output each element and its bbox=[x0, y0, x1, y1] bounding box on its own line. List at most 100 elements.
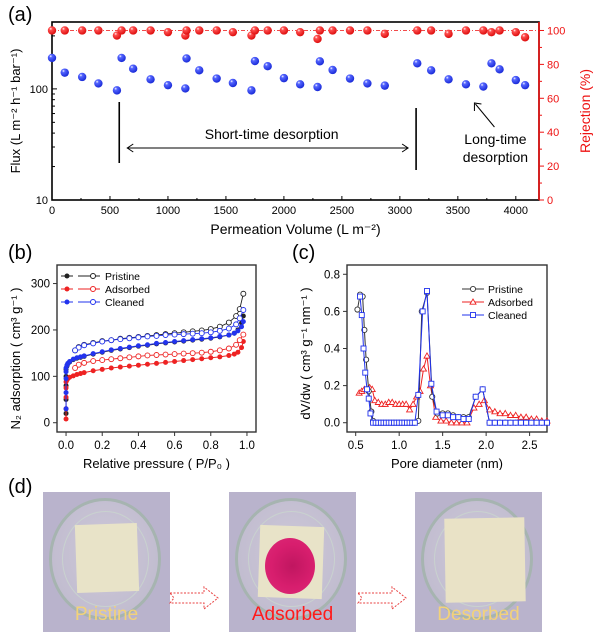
desorption-point bbox=[153, 352, 160, 358]
rejection-point bbox=[77, 26, 87, 35]
dye-stain bbox=[265, 538, 315, 594]
point-adsorbed bbox=[388, 398, 396, 405]
flux-point bbox=[228, 78, 238, 88]
flux-point bbox=[380, 81, 389, 90]
x-tick-label: 0.8 bbox=[203, 440, 219, 452]
adsorption-point bbox=[63, 416, 69, 422]
rejection-point bbox=[363, 26, 372, 35]
legend-marker bbox=[469, 298, 477, 305]
point-adsorbed bbox=[409, 400, 417, 407]
legend-marker bbox=[469, 285, 477, 293]
rejection-point bbox=[212, 26, 221, 35]
point-adsorbed bbox=[423, 352, 431, 359]
point-cleaned bbox=[433, 408, 440, 415]
legend-label: Pristine bbox=[105, 271, 140, 283]
flux-point bbox=[60, 68, 69, 77]
y-right-tick-label: 100 bbox=[547, 25, 565, 37]
rejection-point bbox=[146, 26, 155, 35]
adsorption-point bbox=[63, 376, 69, 382]
desorption-point bbox=[225, 325, 232, 332]
desorption-point bbox=[72, 347, 79, 354]
photo-caption: Pristine bbox=[74, 604, 139, 625]
desorption-point bbox=[236, 337, 243, 344]
flux-point bbox=[487, 59, 496, 68]
adsorption-point bbox=[217, 333, 223, 339]
adsorption-point bbox=[217, 354, 223, 360]
legend-marker-filled bbox=[64, 273, 70, 279]
flux-point bbox=[263, 62, 272, 71]
desorption-point bbox=[207, 348, 214, 355]
x-tick-label: 2500 bbox=[330, 205, 354, 217]
adsorption-point bbox=[226, 352, 232, 358]
desorption-point bbox=[180, 350, 187, 357]
legend-label: Cleaned bbox=[488, 310, 527, 322]
rejection-point bbox=[195, 26, 204, 35]
panel-label-a: (a) bbox=[8, 4, 33, 26]
y-tick-label: 0 bbox=[44, 418, 50, 430]
adsorption-point bbox=[231, 330, 237, 336]
point-cleaned bbox=[415, 391, 422, 398]
legend-marker-open bbox=[90, 273, 96, 279]
photo-adsorbed: Adsorbed bbox=[229, 492, 356, 632]
flux-point bbox=[195, 66, 204, 75]
point-adsorbed bbox=[491, 407, 499, 415]
rejection-point bbox=[295, 27, 305, 37]
adsorption-point bbox=[172, 358, 178, 364]
adsorption-point bbox=[63, 390, 69, 396]
pointer-arrow-head bbox=[473, 102, 482, 111]
adsorption-point bbox=[67, 358, 73, 364]
rejection-point bbox=[279, 26, 289, 35]
x-tick-label: 0.4 bbox=[130, 440, 147, 452]
x-tick-label: 0.5 bbox=[348, 440, 364, 452]
desorption-point bbox=[171, 351, 178, 358]
rejection-point bbox=[313, 34, 322, 44]
desorption-point bbox=[144, 333, 151, 340]
flux-point bbox=[363, 79, 372, 88]
point-adsorbed bbox=[405, 405, 414, 413]
y-tick-label: 0.4 bbox=[324, 344, 341, 356]
x-tick-label: 1500 bbox=[214, 205, 238, 217]
x-axis-label: Relative pressure ( P/P₀ ) bbox=[83, 456, 230, 470]
rejection-point bbox=[315, 26, 325, 35]
flux-point bbox=[461, 80, 471, 89]
point-cleaned bbox=[364, 386, 370, 393]
rejection-point bbox=[345, 26, 355, 35]
point-cleaned bbox=[444, 412, 451, 419]
rejection-point bbox=[461, 26, 471, 35]
desorption-point bbox=[240, 331, 247, 338]
point-cleaned bbox=[360, 345, 367, 352]
desorption-point bbox=[72, 365, 79, 371]
right-arrow-icon bbox=[168, 586, 219, 610]
adsorption-point bbox=[208, 355, 214, 361]
desorption-point bbox=[198, 330, 205, 337]
photo-pristine: Pristine bbox=[43, 492, 170, 632]
x-tick-label: 0 bbox=[49, 205, 55, 217]
flux-point bbox=[47, 53, 57, 63]
point-cleaned bbox=[486, 419, 493, 426]
point-adsorbed bbox=[374, 398, 383, 405]
point-cleaned bbox=[512, 419, 519, 426]
y-axis-label: dV/dw ( cm³ g⁻¹ nm⁻¹ ) bbox=[298, 287, 313, 419]
flux-point bbox=[328, 65, 337, 75]
point-cleaned bbox=[460, 416, 467, 422]
flux-point bbox=[163, 80, 173, 90]
rejection-point bbox=[47, 26, 57, 35]
y-left-tick-label: 100 bbox=[30, 84, 48, 96]
flux-point bbox=[520, 80, 530, 90]
point-pristine bbox=[354, 306, 361, 313]
rejection-point bbox=[128, 26, 138, 35]
point-cleaned bbox=[523, 419, 530, 426]
adsorption-point bbox=[135, 362, 141, 368]
flux-point bbox=[182, 54, 191, 63]
adsorption-point bbox=[117, 346, 123, 351]
point-adsorbed bbox=[511, 411, 520, 418]
flux-point bbox=[279, 73, 289, 83]
point-adsorbed bbox=[485, 405, 494, 413]
point-adsorbed bbox=[517, 413, 525, 420]
adsorption-point bbox=[163, 339, 169, 345]
point-cleaned bbox=[491, 419, 498, 426]
adsorption-point bbox=[190, 337, 196, 343]
flux-point bbox=[479, 82, 488, 91]
arrow-head-right bbox=[401, 143, 409, 153]
point-adsorbed bbox=[431, 413, 440, 420]
